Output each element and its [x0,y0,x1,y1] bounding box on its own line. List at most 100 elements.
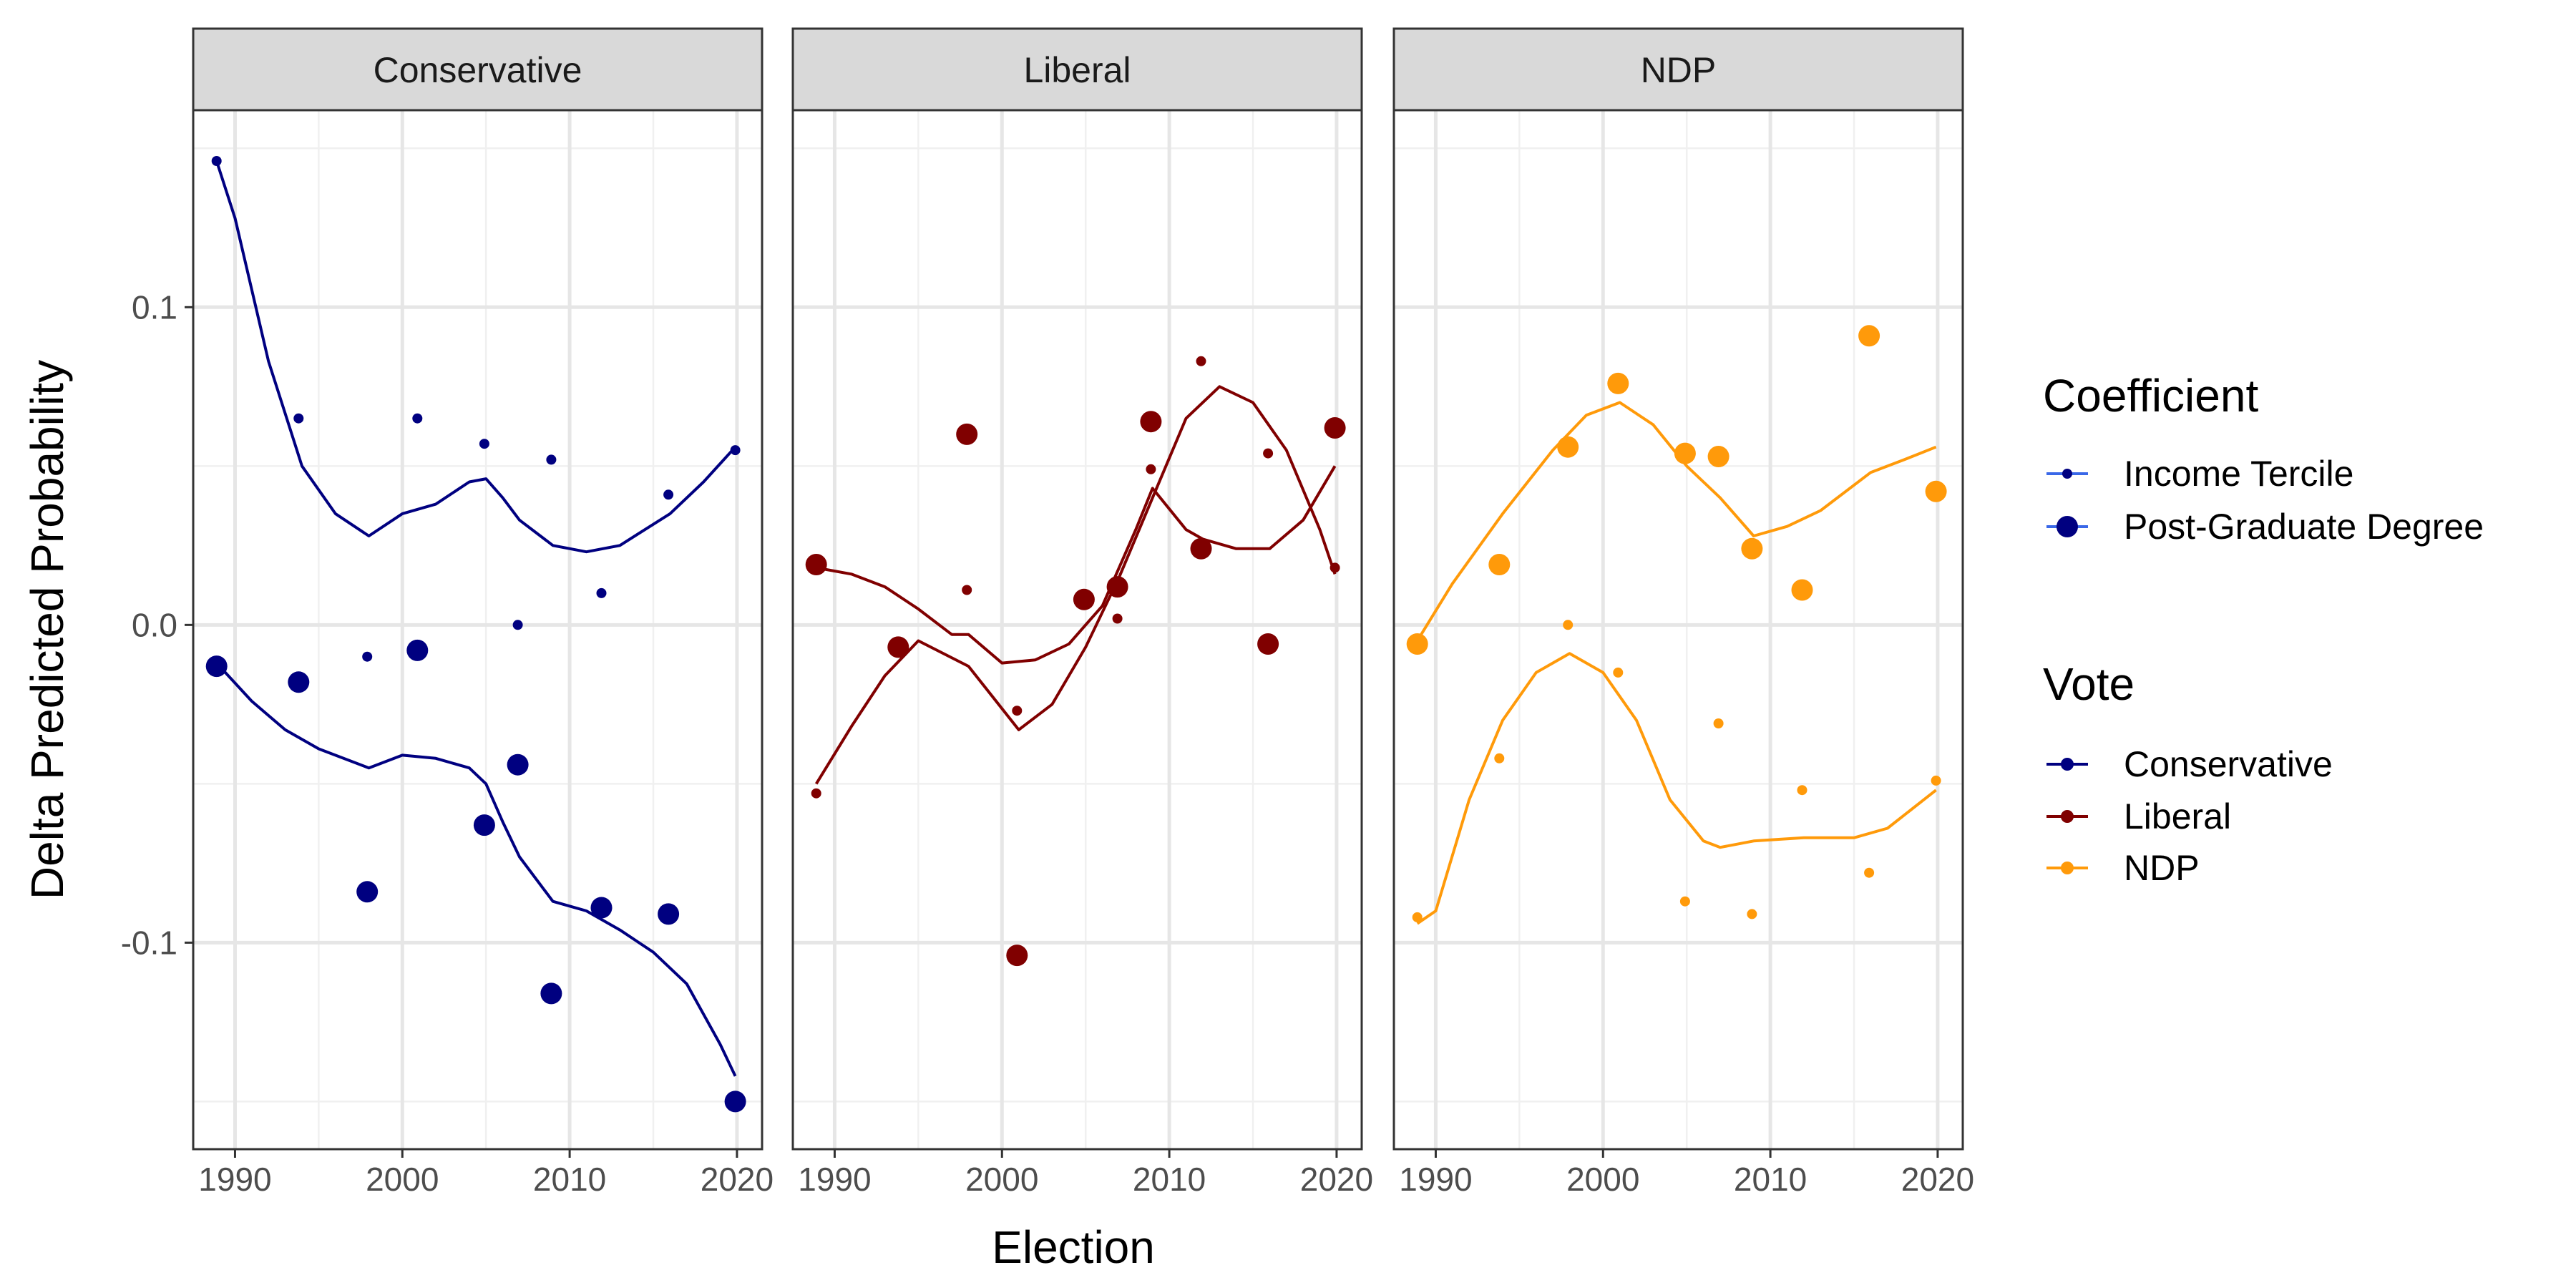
data-point [1324,417,1346,439]
x-tick-label: 2010 [1133,1161,1206,1198]
x-tick-label: 2020 [1300,1161,1373,1198]
data-point [1263,448,1274,459]
data-point [540,982,562,1005]
strip [1392,27,1964,112]
x-axis-title: Election [992,1221,1155,1273]
smooth-line [215,160,737,554]
panel-ndp: NDP 1990 2000 2010 2020 [1392,27,1974,1198]
legend-label: Liberal [2124,796,2231,836]
data-point [724,1091,746,1113]
data-point [1330,562,1340,573]
panel-background [193,110,762,1149]
data-point [1613,667,1624,678]
data-point [356,881,379,903]
data-point [1607,372,1629,394]
panel-liberal: Liberal 1990 2000 2010 2020 [791,27,1373,1198]
data-point [730,445,741,456]
legend-key-point [2057,516,2078,537]
y-tick-label: -0.1 [121,924,177,961]
legend-key-point [2061,758,2074,771]
panels-layer: Conservative 1990 2000 2010 2020 Liberal 1990 2… [192,27,1974,1198]
data-point [1557,436,1579,458]
data-point [288,671,310,693]
data-point [596,587,607,598]
data-point [1190,537,1212,560]
series-income-tercile [211,156,741,662]
x-tick-label: 2020 [1901,1161,1974,1198]
data-point [805,554,827,575]
legend-label: Post-Graduate Degree [2124,507,2484,547]
data-point [1797,785,1807,796]
x-tick-label: 2000 [1566,1161,1639,1198]
legend-item-liberal: Liberal [2046,796,2231,836]
strip-label: Liberal [1023,50,1131,90]
smooth-line [215,662,737,1077]
series-post-graduate-degree [205,639,746,1113]
strip-label: Conservative [374,50,582,90]
series-income-tercile [1412,620,1941,925]
data-point [1006,945,1028,967]
data-point [1140,411,1162,433]
x-tick-label: 2010 [533,1161,606,1198]
legend-label: Conservative [2124,744,2333,784]
data-point [1563,620,1574,630]
data-point [1707,446,1729,467]
legend-key-point [2061,862,2074,874]
data-point [1931,775,1941,786]
data-point [1925,480,1947,502]
legend-item-post-graduate-degree: Post-Graduate Degree [2046,507,2484,547]
data-point [1488,554,1511,575]
legend-item-conservative: Conservative [2046,744,2333,784]
data-point [1674,442,1696,464]
x-tick-label: 1990 [198,1161,271,1198]
data-point [1106,576,1128,598]
data-point [507,753,529,776]
legend: Coefficient Vote Income Tercile Post-Grad… [2043,370,2484,888]
data-point [512,620,523,630]
data-point [406,639,429,661]
data-point [887,636,909,658]
data-point [473,814,495,836]
data-point [956,423,978,445]
data-point [479,439,489,449]
x-tick-label: 2010 [1734,1161,1807,1198]
legend-item-ndp: NDP [2046,848,2200,888]
data-point [1012,706,1023,716]
smooth-line [816,465,1337,665]
x-tick-label: 2000 [965,1161,1038,1198]
series-post-graduate-degree [805,411,1346,967]
data-point [1864,867,1875,878]
data-point [1412,912,1423,922]
legend-title-vote: Vote [2043,658,2135,710]
data-point [962,585,972,595]
legend-item-income-tercile: Income Tercile [2046,454,2353,494]
data-point [1494,753,1505,763]
legend-key-point [2061,810,2074,823]
data-point [658,903,680,925]
x-tick-label: 2020 [701,1161,774,1198]
data-point [1073,588,1095,610]
legend-title-coefficient: Coefficient [2043,370,2258,421]
strip-label: NDP [1641,50,1717,90]
panel-background [793,110,1362,1149]
data-point [811,788,821,799]
data-point [293,413,304,424]
data-point [362,651,373,662]
data-point [1713,718,1724,728]
data-point [1406,633,1428,655]
panel-conservative: Conservative 1990 2000 2010 2020 [192,27,774,1198]
data-point [1146,464,1156,474]
data-point [1747,909,1757,919]
y-axis-ticks: 0.1 0.0 -0.1 [121,288,193,961]
smooth-line [1416,652,1937,925]
panel-background [1394,110,1963,1149]
x-tick-label: 2000 [366,1161,439,1198]
data-point [1741,537,1763,560]
data-point [205,655,228,678]
legend-label: Income Tercile [2124,454,2353,494]
data-point [1257,633,1279,655]
y-tick-label: 0.0 [132,606,177,643]
data-point [412,413,423,424]
x-tick-label: 1990 [1399,1161,1472,1198]
